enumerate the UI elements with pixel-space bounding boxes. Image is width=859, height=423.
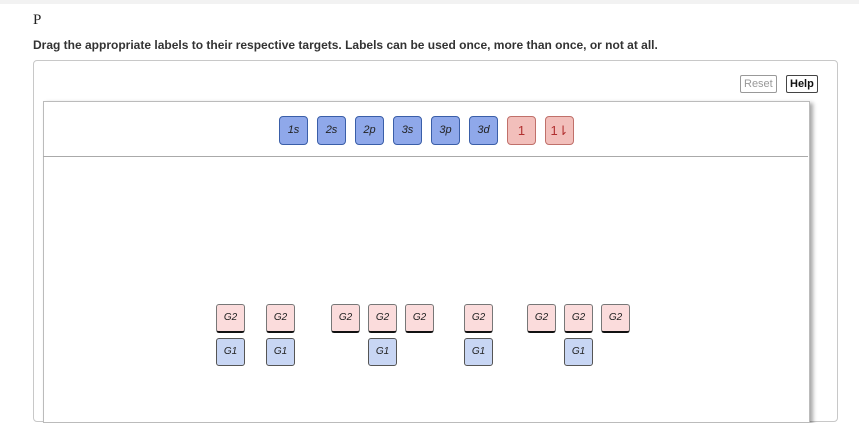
label-paired-arrows[interactable]: 1⇂ (545, 116, 574, 145)
target-g2[interactable]: G2 (266, 304, 295, 333)
target-g2[interactable]: G2 (564, 304, 593, 333)
target-g1[interactable]: G1 (216, 338, 245, 366)
target-g2[interactable]: G2 (527, 304, 556, 333)
label-3d[interactable]: 3d (469, 116, 498, 145)
target-g1[interactable]: G1 (564, 338, 593, 366)
part-label: P (33, 12, 42, 28)
label-3p[interactable]: 3p (431, 116, 460, 145)
target-g2[interactable]: G2 (601, 304, 630, 333)
target-g2[interactable]: G2 (331, 304, 360, 333)
target-g1[interactable]: G1 (368, 338, 397, 366)
label-bank (43, 101, 808, 157)
instructions: Drag the appropriate labels to their res… (33, 38, 658, 52)
target-g2[interactable]: G2 (464, 304, 493, 333)
label-single-arrow[interactable]: 1 (507, 116, 536, 145)
label-3s[interactable]: 3s (393, 116, 422, 145)
label-2p[interactable]: 2p (355, 116, 384, 145)
label-2s[interactable]: 2s (317, 116, 346, 145)
target-g1[interactable]: G1 (464, 338, 493, 366)
help-button[interactable]: Help (786, 75, 818, 93)
target-g2[interactable]: G2 (368, 304, 397, 333)
reset-button[interactable]: Reset (740, 75, 777, 93)
target-g2[interactable]: G2 (216, 304, 245, 333)
target-g2[interactable]: G2 (405, 304, 434, 333)
top-bar (0, 0, 859, 4)
target-g1[interactable]: G1 (266, 338, 295, 366)
label-1s[interactable]: 1s (279, 116, 308, 145)
